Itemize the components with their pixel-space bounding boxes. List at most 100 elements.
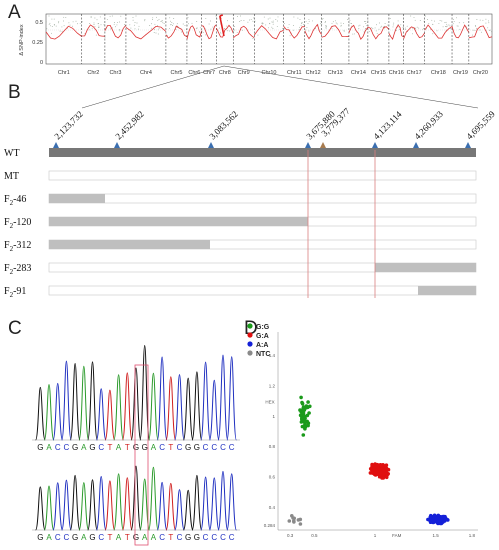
panel-c-peak (200, 361, 211, 441)
panel-a-snp-point (151, 23, 153, 25)
panel-a-zoom-line-right (223, 65, 479, 109)
panel-d-point-ga (381, 472, 386, 476)
panel-a-snp-point (365, 23, 367, 24)
panel-a-snp-point (152, 17, 154, 19)
panel-a-snp-point (400, 24, 402, 26)
panel-a-snp-point (395, 30, 397, 32)
panel-d-ytick: 1 (272, 414, 275, 419)
panel-a-snp-point (50, 25, 51, 27)
panel-a-snp-point (446, 25, 448, 27)
panel-a-snp-point (106, 18, 108, 20)
panel-a-snp-point (453, 20, 455, 22)
panel-a-snp-trend (388, 24, 404, 40)
panel-a-snp-point (481, 31, 482, 33)
panel-a-snp-point (358, 28, 360, 30)
panel-a-snp-point (392, 26, 394, 28)
panel-a-chr-label: Chr17 (407, 70, 422, 76)
panel-a-snp-point (173, 18, 175, 19)
panel-c-base-letter: T (107, 443, 112, 452)
panel-c-base-letter: G (37, 533, 43, 542)
panel-a-snp-point (90, 17, 92, 19)
panel-b-recombinant-segment (49, 240, 210, 249)
panel-a-snp-point (51, 32, 52, 34)
panel-a-snp-point (99, 16, 101, 18)
panel-a-snp-point (416, 26, 418, 28)
panel-d-point-aa (429, 518, 433, 522)
panel-a-snp-point (175, 29, 177, 31)
panel-a-snp-point (376, 24, 377, 26)
panel-a-snp-point (479, 29, 481, 31)
panel-a-snp-point (442, 26, 444, 28)
panel-a-snp-point (453, 18, 454, 20)
panel-c-peak (130, 465, 142, 531)
panel-a-snp-point (423, 20, 425, 22)
panel-c-peak (156, 356, 168, 441)
panel-label-a: A (8, 2, 21, 23)
panel-c-base-letter: G (133, 533, 139, 542)
panel-c-peak (191, 371, 203, 441)
panel-a-snp-point (293, 16, 295, 18)
row-label-main: F (4, 217, 10, 228)
panel-a-snp-point (325, 25, 327, 27)
panel-a-snp-trend (321, 25, 349, 38)
panel-a-snp-point (269, 23, 271, 25)
panel-c-peak (35, 486, 46, 531)
panel-a-peak-arrow (218, 14, 225, 37)
panel-a-snp-point (58, 22, 60, 24)
panel-c-peak (61, 360, 72, 441)
panel-b-marker-triangle (320, 142, 326, 148)
panel-c-peak (61, 479, 72, 531)
panel-a-snp-point (308, 20, 310, 22)
panel-a-snp-point (287, 27, 289, 29)
panel-a-chr-label: Chr3 (109, 70, 121, 76)
panel-a-zoom-line-left (81, 65, 225, 109)
panel-a-snp-point (61, 31, 63, 33)
panel-c-base-letter: A (116, 533, 122, 542)
panel-a-snp-point (384, 27, 386, 29)
panel-a-snp-point (90, 15, 92, 17)
panel-a-snp-point (134, 22, 136, 23)
panel-a-snp-point (349, 19, 351, 21)
panel-a-snp-point (272, 20, 274, 22)
panel-a-snp-point (488, 22, 490, 24)
panel-a-snp-point (170, 23, 172, 25)
panel-b-marker-label: 3,083,562 (207, 109, 240, 142)
panel-a-snp-point (89, 23, 91, 24)
panel-b-marker-triangle (208, 142, 214, 148)
panel-c-base-letter: G (133, 443, 139, 452)
panel-d-point-ga (376, 463, 380, 467)
panel-a-snp-point (63, 20, 64, 22)
panel-d-xtick: 1 (374, 533, 377, 538)
panel-a-snp-point (247, 21, 249, 23)
panel-a-snp-point (277, 16, 279, 18)
panel-a-snp-trend (165, 25, 188, 39)
panel-c-base-letter: A (151, 443, 157, 452)
panel-a-snp-trend (348, 24, 369, 40)
panel-d-xlabel: FAM (392, 533, 402, 538)
panel-c-peak (165, 482, 177, 531)
panel-c-base-letter: C (220, 443, 226, 452)
panel-a-snp-trend (216, 24, 234, 38)
panel-a-snp-point (308, 18, 310, 20)
panel-a-ytick: 0.5 (35, 20, 43, 26)
panel-a-snp-point (319, 23, 321, 25)
panel-label-c: C (8, 318, 22, 339)
panel-a-snp-point (340, 24, 342, 26)
panel-a-snp-point (176, 27, 178, 29)
panel-b-row-frame (48, 285, 477, 296)
panel-a-snp-point (382, 26, 384, 28)
panel-a-snp-point (299, 19, 301, 20)
panel-a-snp-point (253, 17, 255, 19)
panel-a-snp-point (177, 25, 179, 27)
panel-a-snp-point (158, 19, 160, 21)
panel-a-snp-point (65, 17, 67, 19)
panel-a-snp-point (96, 19, 98, 21)
panel-c-base-letter: G (72, 533, 78, 542)
panel-a-snp-point (220, 33, 222, 35)
panel-d-legend-marker (247, 341, 253, 347)
panel-a-chr-label: Chr9 (238, 70, 250, 76)
panel-a-snp-point (53, 18, 55, 20)
panel-a-snp-point (134, 28, 136, 30)
panel-a-snp-point (325, 26, 327, 28)
panel-c-base-letter: G (89, 443, 95, 452)
